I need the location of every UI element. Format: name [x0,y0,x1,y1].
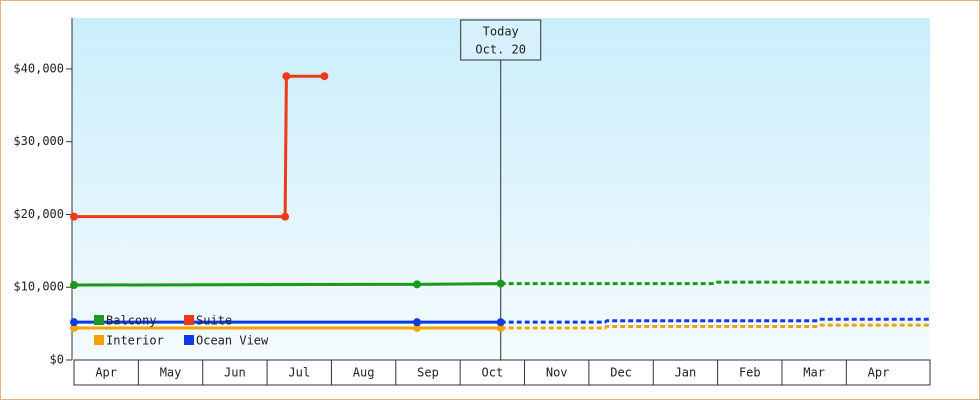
today-box [460,19,542,61]
x-tick-label: Jun [224,366,246,380]
today-date: Oct. 20 [475,43,526,57]
point [496,323,505,332]
x-tick-label: Nov [546,366,568,380]
forecast-line [500,317,930,324]
x-tick-label: Oct [482,366,504,380]
legend-swatch [94,335,104,345]
point [320,72,329,81]
legend-swatch [94,315,104,325]
legend-swatch [184,315,194,325]
point [282,72,291,81]
series-line [74,74,325,219]
forecast-line [500,280,930,286]
point [281,212,290,221]
x-tick-label: Apr [95,366,117,380]
legend-label: Interior [106,334,164,348]
point [70,212,78,221]
x-tick-label: Jul [288,366,310,380]
y-tick-label: $10,000 [13,280,64,294]
x-tick-label: May [160,366,182,380]
y-tick-label: $20,000 [13,207,64,221]
legend-label: Suite [196,314,232,328]
y-tick-label: $40,000 [13,61,64,75]
point [496,279,505,288]
today-label: Today [483,25,519,39]
x-tick-label: Jan [675,366,697,380]
x-tick-label: Apr [868,366,890,380]
y-tick-label: $0 [50,353,64,367]
point [70,323,78,332]
forecast-line [500,323,930,330]
x-tick-label: Mar [803,366,825,380]
legend-label: Balcony [106,314,157,328]
point [70,318,78,327]
x-tick-label: Dec [610,366,632,380]
x-tick-label: Feb [739,366,761,380]
series-line [73,282,501,287]
point [496,318,505,327]
y-tick-label: $30,000 [13,134,64,148]
point [413,318,422,327]
x-tick-label: Aug [353,366,375,380]
legend-swatch [184,335,194,345]
legend-label: Ocean View [196,334,269,348]
point [413,323,422,332]
x-axis-band [73,359,931,386]
x-tick-label: Sep [417,366,439,380]
point [413,280,422,289]
point [70,281,78,290]
